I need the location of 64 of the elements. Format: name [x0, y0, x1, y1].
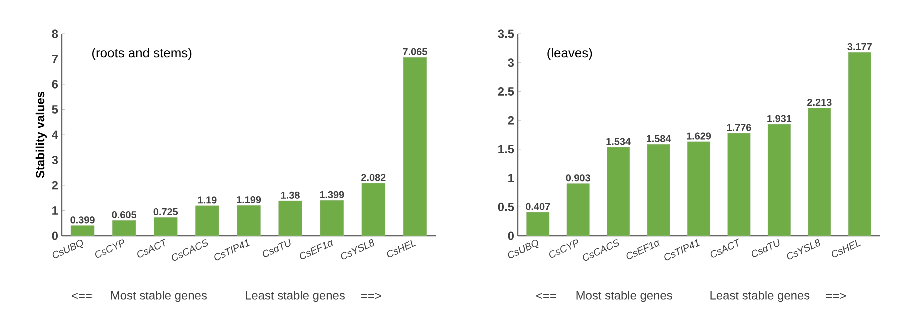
y-tick-label: 2.5	[498, 87, 514, 96]
y-tick-label: 6	[52, 80, 58, 89]
y-tick-label: 5	[52, 106, 58, 114]
text: Least stable genes	[246, 291, 345, 302]
y-tick-label: 1	[508, 174, 514, 182]
bar	[647, 144, 670, 236]
text: Most stable genes	[576, 291, 672, 302]
bar	[526, 212, 550, 236]
data-label: 1.931	[768, 115, 792, 122]
bar	[848, 52, 872, 236]
bar	[154, 217, 178, 236]
data-label: 1.38	[281, 192, 300, 199]
data-label: 1.19	[198, 196, 217, 204]
y-tick-label: 8	[52, 30, 58, 38]
y-tick-label: 3	[508, 58, 514, 68]
data-label: 1.629	[687, 132, 712, 140]
data-label: 0.903	[566, 174, 590, 182]
text: Most stable genes	[111, 291, 207, 302]
data-label: 0.407	[526, 203, 550, 210]
y-tick-label: 4	[52, 130, 58, 140]
data-label: 2.082	[362, 174, 386, 182]
bar	[566, 184, 590, 236]
text: Least stable genes	[710, 291, 810, 302]
bar	[808, 108, 832, 236]
y-tick-label: 0	[52, 232, 58, 240]
y-tick-label: 1	[52, 206, 58, 215]
bar	[607, 147, 630, 236]
data-label: 1.399	[320, 191, 344, 198]
data-label: 0.725	[154, 208, 178, 216]
bar	[320, 200, 344, 236]
y-tick-label: 3	[52, 156, 58, 164]
bar	[728, 133, 751, 236]
text: (roots and stems)	[92, 48, 192, 60]
bar	[70, 226, 95, 236]
text: ==>	[826, 293, 846, 300]
y-tick-label: 0.5	[498, 202, 514, 212]
bar	[768, 124, 791, 236]
y-axis-title: Stability values	[36, 92, 47, 178]
y-tick-label: 2	[508, 116, 514, 125]
text: (leaves)	[548, 48, 592, 60]
y-tick-label: 0	[508, 232, 514, 240]
text: <==	[72, 293, 92, 300]
data-label: 0.399	[70, 216, 95, 224]
data-label: 1.776	[727, 124, 752, 132]
bar	[278, 200, 302, 236]
text: ==>	[362, 293, 382, 300]
bar	[237, 206, 261, 236]
data-label: 7.065	[403, 48, 428, 56]
y-tick-label: 3.5	[498, 30, 514, 38]
data-label: 1.199	[237, 196, 262, 204]
text: <==	[536, 293, 556, 300]
data-label: 2.213	[808, 99, 832, 106]
data-label: 3.177	[848, 43, 872, 50]
y-tick-label: 7	[52, 55, 58, 64]
data-label: 1.534	[606, 138, 631, 146]
y-tick-label: 1.5	[498, 145, 514, 154]
bar	[688, 142, 710, 236]
bar	[196, 206, 220, 236]
bar	[112, 220, 136, 236]
bar	[403, 57, 428, 236]
y-tick-label: 2	[52, 181, 58, 190]
data-label: 0.605	[112, 211, 137, 219]
bar	[362, 183, 386, 236]
data-label: 1.584	[646, 135, 672, 142]
